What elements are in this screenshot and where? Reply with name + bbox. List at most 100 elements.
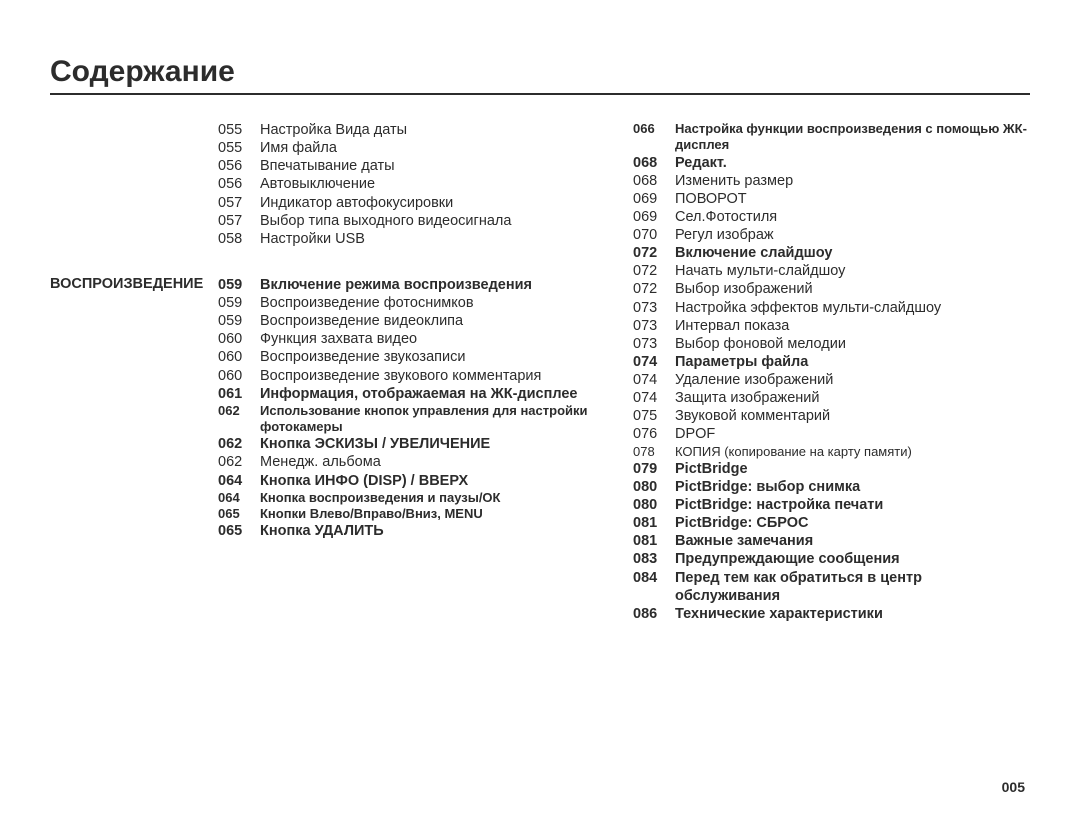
page-number: 005 (1002, 779, 1025, 795)
toc-entry: 079PictBridge (633, 460, 1030, 478)
toc-entry: 073Интервал показа (633, 317, 1030, 335)
toc-entry: 073Настройка эффектов мульти-слайдшоу (633, 299, 1030, 317)
toc-entry-number: 073 (633, 299, 675, 317)
toc-entry-text: PictBridge (675, 460, 1030, 478)
section-column: ВОСПРОИЗВЕДЕНИЕ (50, 121, 200, 623)
toc-entry: 081Важные замечания (633, 532, 1030, 550)
toc-entry-text: Использование кнопок управления для наст… (260, 403, 615, 436)
toc-entry-text: Кнопка УДАЛИТЬ (260, 522, 615, 540)
toc-entry-text: Автовыключение (260, 175, 615, 193)
toc-column-1: 055Настройка Вида даты055Имя файла056Впе… (218, 121, 615, 623)
toc-entry: 060Воспроизведение звукового комментария (218, 367, 615, 385)
toc-entry: 058Настройки USB (218, 230, 615, 248)
toc-entry-text: Кнопка воспроизведения и паузы/ОК (260, 490, 615, 506)
toc-entry-text: Индикатор автофокусировки (260, 194, 615, 212)
toc-entry-text: DPOF (675, 425, 1030, 443)
toc-entry: 076DPOF (633, 425, 1030, 443)
toc-entry-number: 059 (218, 312, 260, 330)
toc-entry-text: Функция захвата видео (260, 330, 615, 348)
toc-entry: 072Включение слайдшоу (633, 244, 1030, 262)
toc-entry-number: 059 (218, 294, 260, 312)
toc-entry-text: Важные замечания (675, 532, 1030, 550)
toc-entry-text: КОПИЯ (копирование на карту памяти) (675, 444, 1030, 460)
toc-entry-number: 073 (633, 335, 675, 353)
toc-entry-text: Изменить размер (675, 172, 1030, 190)
toc-entry: 084Перед тем как обратиться в центр обсл… (633, 569, 1030, 605)
toc-entry-text: Перед тем как обратиться в центр обслужи… (675, 569, 1030, 605)
toc-entry: 060Функция захвата видео (218, 330, 615, 348)
toc-entry-number: 074 (633, 353, 675, 371)
toc-entry: 072Выбор изображений (633, 280, 1030, 298)
toc-entry: 059Включение режима воспроизведения (218, 276, 615, 294)
toc-entry-number: 069 (633, 190, 675, 208)
toc-entry-number: 083 (633, 550, 675, 568)
toc-entry-text: Включение слайдшоу (675, 244, 1030, 262)
toc-entry-text: Воспроизведение звукозаписи (260, 348, 615, 366)
toc-entry-text: Технические характеристики (675, 605, 1030, 623)
toc-entry: 086Технические характеристики (633, 605, 1030, 623)
toc-entry-number: 084 (633, 569, 675, 587)
toc-entry-text: Выбор типа выходного видеосигнала (260, 212, 615, 230)
toc-entry-text: Параметры файла (675, 353, 1030, 371)
toc-entry-number: 061 (218, 385, 260, 403)
toc-entry-number: 081 (633, 514, 675, 532)
toc-entry-text: Начать мульти-слайдшоу (675, 262, 1030, 280)
toc-entry-text: Информация, отображаемая на ЖК-дисплее (260, 385, 615, 403)
toc-entry-number: 060 (218, 367, 260, 385)
toc-entry: 068Редакт. (633, 154, 1030, 172)
toc-entry-text: Интервал показа (675, 317, 1030, 335)
toc-entry-text: Воспроизведение звукового комментария (260, 367, 615, 385)
toc-entry: 074Параметры файла (633, 353, 1030, 371)
toc-entry: 081PictBridge: СБРОС (633, 514, 1030, 532)
toc-entry-text: PictBridge: настройка печати (675, 496, 1030, 514)
toc-column-2: 066Настройка функции воспроизведения с п… (633, 121, 1030, 623)
toc-entry: 069Сел.Фотостиля (633, 208, 1030, 226)
toc-entry-number: 072 (633, 280, 675, 298)
toc-entry-number: 060 (218, 348, 260, 366)
toc-entry-number: 074 (633, 371, 675, 389)
toc-entry-text: Кнопки Влево/Вправо/Вниз, MENU (260, 506, 615, 522)
toc-entry: 064Кнопка воспроизведения и паузы/ОК (218, 490, 615, 506)
toc-entry-text: ПОВОРОТ (675, 190, 1030, 208)
toc-entry-text: PictBridge: выбор снимка (675, 478, 1030, 496)
toc-entry-number: 068 (633, 154, 675, 172)
toc-entry: 061Информация, отображаемая на ЖК-диспле… (218, 385, 615, 403)
toc-entry-number: 086 (633, 605, 675, 623)
toc-entry: 064Кнопка ИНФО (DISP) / ВВЕРХ (218, 472, 615, 490)
toc-entry-text: Воспроизведение фотоснимков (260, 294, 615, 312)
toc-entry-number: 069 (633, 208, 675, 226)
toc-entry-number: 065 (218, 506, 260, 522)
toc-entry: 057Индикатор автофокусировки (218, 194, 615, 212)
toc-entry: 056Автовыключение (218, 175, 615, 193)
toc-entry-text: Кнопка ЭСКИЗЫ / УВЕЛИЧЕНИЕ (260, 435, 615, 453)
toc-entry: 073Выбор фоновой мелодии (633, 335, 1030, 353)
toc-entry-number: 057 (218, 212, 260, 230)
toc-entry-number: 066 (633, 121, 675, 137)
toc-entry-text: Предупреждающие сообщения (675, 550, 1030, 568)
toc-entry: 080PictBridge: выбор снимка (633, 478, 1030, 496)
toc-entry-text: Редакт. (675, 154, 1030, 172)
toc-entry: 057Выбор типа выходного видеосигнала (218, 212, 615, 230)
toc-entry-number: 078 (633, 444, 675, 460)
toc-entry-number: 080 (633, 496, 675, 514)
toc-entry-number: 081 (633, 532, 675, 550)
toc-entry: 070Регул изображ (633, 226, 1030, 244)
section-label: ВОСПРОИЗВЕДЕНИЕ (50, 276, 200, 292)
toc-entry-text: Регул изображ (675, 226, 1030, 244)
toc-entry: 083Предупреждающие сообщения (633, 550, 1030, 568)
toc-entry-number: 056 (218, 175, 260, 193)
toc-entry-number: 068 (633, 172, 675, 190)
toc-entry: 080PictBridge: настройка печати (633, 496, 1030, 514)
toc-entry-number: 055 (218, 139, 260, 157)
toc-entry: 074Защита изображений (633, 389, 1030, 407)
toc-entry-text: Выбор фоновой мелодии (675, 335, 1030, 353)
toc-entry-number: 074 (633, 389, 675, 407)
toc-entry-text: Менедж. альбома (260, 453, 615, 471)
toc-entry-number: 080 (633, 478, 675, 496)
toc-entry-number: 072 (633, 244, 675, 262)
toc-entry-text: Настройка Вида даты (260, 121, 615, 139)
toc-entry: 055Имя файла (218, 139, 615, 157)
toc-entry-text: Настройка эффектов мульти-слайдшоу (675, 299, 1030, 317)
toc-entry-text: Кнопка ИНФО (DISP) / ВВЕРХ (260, 472, 615, 490)
toc-entry-number: 058 (218, 230, 260, 248)
